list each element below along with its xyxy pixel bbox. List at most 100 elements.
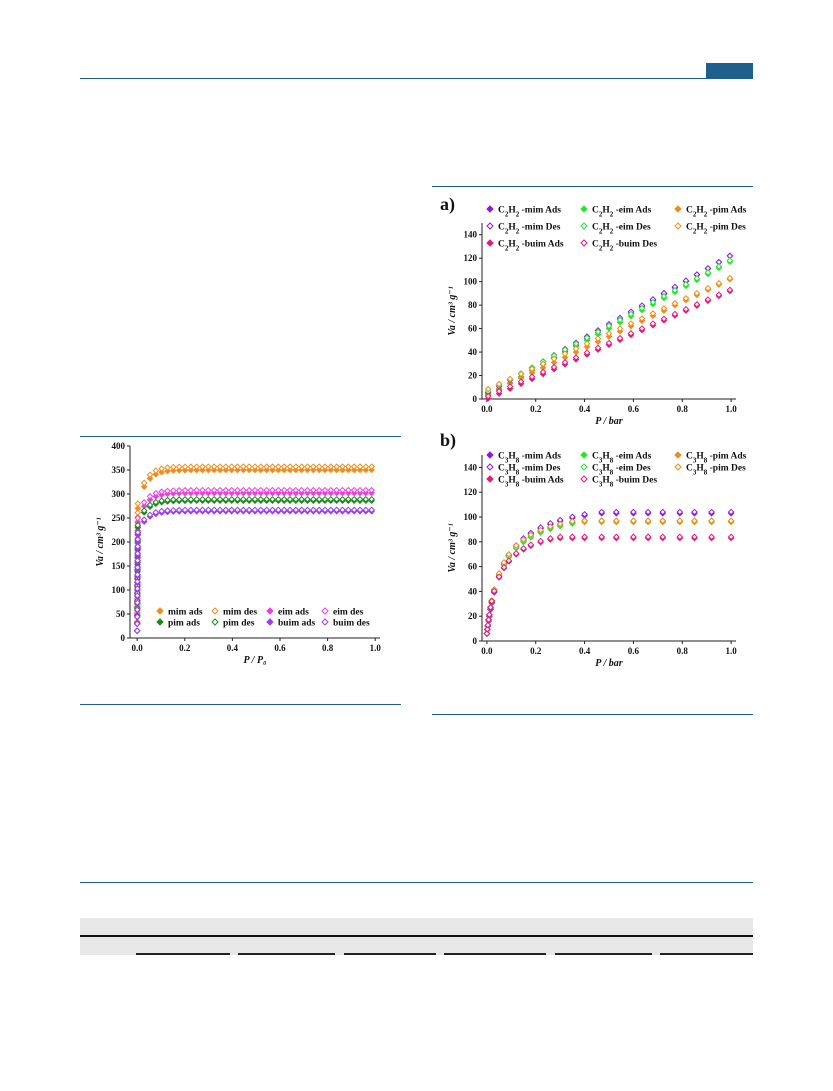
data-point [134,543,142,550]
data-point [613,517,620,525]
data-point [345,463,352,470]
data-point [693,289,701,297]
data-point [140,479,148,487]
data-point [216,463,224,470]
x-tick-label: 0.2 [530,404,542,414]
data-point [659,508,667,516]
data-point [240,506,247,514]
data-point [512,542,520,549]
data-point [257,486,265,494]
legend-marker [580,205,588,213]
data-point [561,350,569,358]
legend-subscript: 3 [505,457,509,465]
c2h2-isotherm-chart: 0 20 40 60 80 100 120 140 0.0 0.2 0.4 0.6 0.8 1.0 P / … [440,194,747,427]
legend-subscript: 2 [693,211,697,219]
data-point [134,550,141,557]
legend-text-part: H [508,464,516,474]
legend-text-part: C [592,476,599,486]
data-point [210,466,218,474]
data-point [199,506,206,514]
data-point [134,578,141,585]
data-point [339,495,346,503]
legend-subscript: 2 [599,211,603,219]
data-point [298,463,305,470]
panel-label: b) [440,430,456,451]
legend-label: C3H8 -mim Des [498,464,561,477]
data-point [333,486,340,494]
data-point [368,495,375,503]
data-point [726,274,734,282]
data-point [269,463,276,470]
data-point [187,466,195,474]
data-point [350,463,358,470]
legend-text-part: H [602,223,610,233]
legend-subscript: 8 [516,481,520,489]
data-point [500,564,508,571]
legend-label: buim des [333,619,370,629]
legend-text-part: C [592,223,599,233]
data-point [315,463,323,470]
data-point [251,495,259,503]
data-point [547,523,554,530]
data-point [682,305,690,313]
data-point [134,500,142,507]
data-point [486,611,493,618]
data-point [263,463,270,470]
legend-text-part: C [498,223,505,233]
data-point [152,498,160,506]
data-point [495,380,503,388]
data-point [660,315,668,323]
data-point [345,495,352,503]
data-point [181,466,189,474]
data-point [286,495,294,503]
data-point [181,463,189,471]
data-point [726,257,734,264]
data-point [649,298,657,306]
data-point [327,463,335,470]
data-point [228,495,235,503]
data-point [152,489,160,497]
legend-label: C3H8 -buim Des [592,476,657,489]
data-point [257,506,265,514]
x-tick-label: 0.0 [132,643,144,653]
data-point [605,330,613,337]
data-point [310,495,317,503]
legend-subscript: 3 [599,457,603,465]
legend-marker [486,205,494,213]
legend-text-part: H [602,452,610,462]
legend-text-part: C [686,223,693,233]
y-tick-label: 80 [468,537,478,547]
right-figure-bottom-rule [432,714,753,715]
legend-label: buim ads [278,619,316,629]
x-axis-title: P / bar [595,416,623,427]
legend-marker [211,607,219,615]
data-point [715,291,723,299]
legend-marker [580,463,588,471]
data-point [222,486,230,494]
legend-text-part: -mim Des [519,223,560,233]
legend-subscript: 8 [610,457,614,465]
y-tick-label: 250 [112,513,126,523]
legend-subscript: 3 [505,481,509,489]
legend-label: C2H2 -eim Des [592,223,651,236]
data-point [187,463,195,471]
legend-subscript: 3 [693,469,697,477]
series-6 [483,534,735,637]
data-point [240,486,247,494]
data-point [216,495,224,503]
series-7 [483,533,735,637]
data-point [676,517,684,525]
c3h8-isotherm-chart: 0 20 40 60 80 100 120 140 0.0 0.2 0.4 0.6 0.8 1.0 P / … [440,430,747,669]
legend-marker [580,475,588,483]
data-point [263,506,270,514]
data-point [133,606,141,614]
legend-text-part: C [498,240,505,250]
data-point [506,375,514,383]
table-column-rule-1 [136,953,230,955]
data-point [170,467,177,474]
legend-subscript: 2 [704,228,708,236]
data-point [304,495,311,503]
data-point [528,365,536,373]
y-axis-title: Va / cm³ g⁻¹ [95,517,106,566]
data-point [616,334,624,342]
